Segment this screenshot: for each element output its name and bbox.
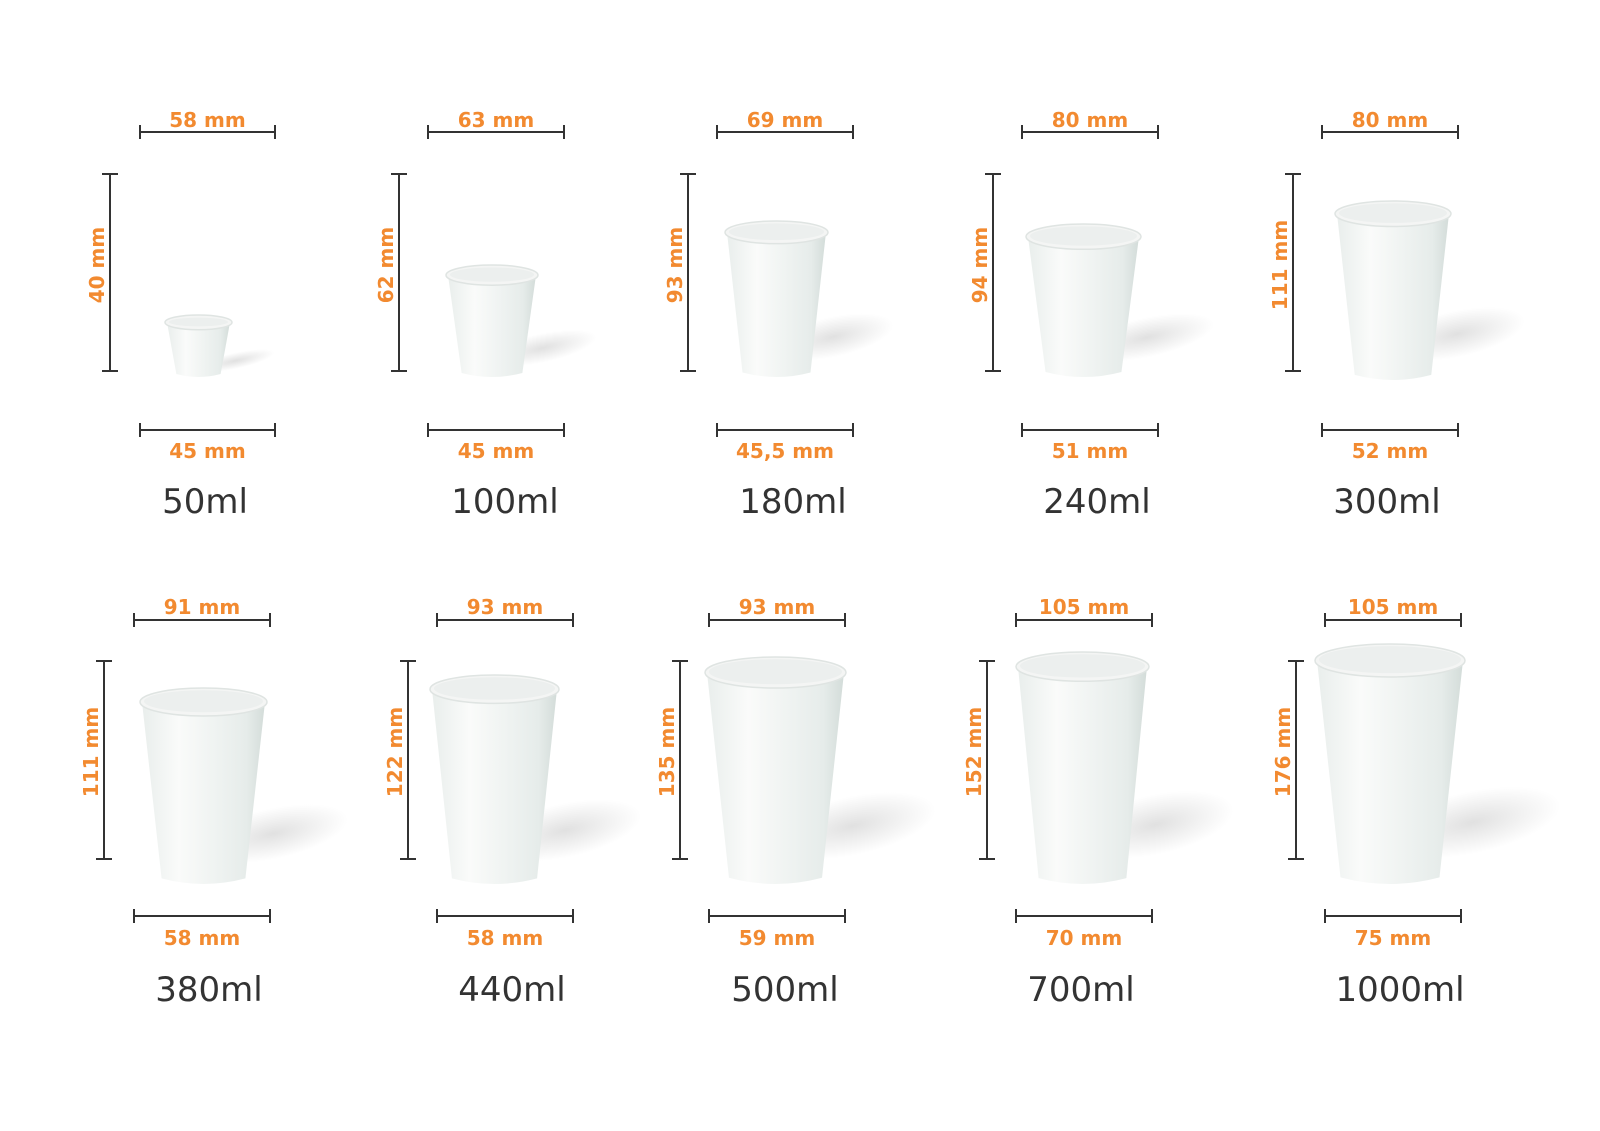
top-diameter-label: 93 mm xyxy=(738,595,816,619)
height-label: 176 mm xyxy=(1271,706,1295,798)
top-diameter-label: 105 mm xyxy=(1038,595,1130,619)
cup-opening xyxy=(144,690,263,713)
bottom-diameter-label: 70 mm xyxy=(1045,926,1123,950)
top-diameter-bracket xyxy=(716,125,854,139)
top-diameter-label: 105 mm xyxy=(1347,595,1439,619)
height-bracket xyxy=(96,660,112,860)
top-diameter-label: 80 mm xyxy=(1351,108,1429,132)
cup-opening xyxy=(1020,654,1145,678)
top-diameter-bracket xyxy=(139,125,276,139)
volume-label: 440ml xyxy=(458,970,566,1010)
bottom-diameter-label: 52 mm xyxy=(1351,439,1429,463)
volume-label: 50ml xyxy=(162,482,248,522)
height-label: 111 mm xyxy=(79,706,103,798)
cup-opening xyxy=(709,659,842,685)
bottom-diameter-bracket xyxy=(1015,909,1153,923)
cup-opening xyxy=(1030,226,1137,246)
cup-body xyxy=(1018,666,1147,884)
top-diameter-label: 93 mm xyxy=(466,595,544,619)
top-diameter-label: 91 mm xyxy=(163,595,241,619)
cup-body xyxy=(727,232,826,377)
cup-opening xyxy=(1319,646,1461,674)
top-diameter-bracket xyxy=(1324,613,1462,627)
cup-body xyxy=(707,672,844,884)
height-label: 40 mm xyxy=(85,226,109,303)
top-diameter-label: 58 mm xyxy=(169,108,246,132)
bottom-diameter-bracket xyxy=(436,909,574,923)
bottom-diameter-label: 58 mm xyxy=(163,926,241,950)
height-bracket xyxy=(680,173,696,372)
top-diameter-label: 63 mm xyxy=(457,108,535,132)
height-bracket xyxy=(979,660,995,860)
cup-opening xyxy=(1339,203,1447,223)
top-diameter-bracket xyxy=(1015,613,1153,627)
height-bracket xyxy=(672,660,688,860)
bottom-diameter-bracket xyxy=(716,423,854,437)
height-bracket xyxy=(985,173,1001,372)
volume-label: 240ml xyxy=(1043,482,1151,522)
height-bracket xyxy=(400,660,416,860)
cup-body xyxy=(1337,213,1449,380)
volume-label: 100ml xyxy=(451,482,559,522)
top-diameter-bracket xyxy=(427,125,565,139)
bottom-diameter-label: 59 mm xyxy=(738,926,816,950)
bottom-diameter-label: 45 mm xyxy=(457,439,535,463)
height-bracket xyxy=(102,173,118,372)
top-diameter-bracket xyxy=(1021,125,1159,139)
bottom-diameter-label: 51 mm xyxy=(1051,439,1129,463)
top-diameter-bracket xyxy=(708,613,846,627)
bottom-diameter-bracket xyxy=(133,909,271,923)
bottom-diameter-bracket xyxy=(1324,909,1462,923)
cup-body xyxy=(432,689,557,884)
top-diameter-bracket xyxy=(133,613,271,627)
height-label: 111 mm xyxy=(1268,219,1292,310)
cup-opening xyxy=(169,317,228,327)
height-bracket xyxy=(391,173,407,372)
bottom-diameter-label: 58 mm xyxy=(466,926,544,950)
bottom-diameter-label: 45 mm xyxy=(169,439,246,463)
cup-body xyxy=(448,275,536,377)
cup-body xyxy=(142,701,265,884)
volume-label: 500ml xyxy=(731,970,839,1010)
bottom-diameter-label: 75 mm xyxy=(1354,926,1432,950)
volume-label: 300ml xyxy=(1333,482,1441,522)
bottom-diameter-bracket xyxy=(1321,423,1459,437)
height-label: 152 mm xyxy=(962,706,986,798)
cup-body xyxy=(1028,236,1139,377)
cup-opening xyxy=(450,267,534,282)
height-label: 62 mm xyxy=(374,226,398,303)
cup-body xyxy=(167,322,230,377)
bottom-diameter-bracket xyxy=(427,423,565,437)
height-label: 122 mm xyxy=(383,706,407,798)
height-bracket xyxy=(1288,660,1304,860)
top-diameter-label: 69 mm xyxy=(746,108,824,132)
bottom-diameter-bracket xyxy=(1021,423,1159,437)
top-diameter-label: 80 mm xyxy=(1051,108,1129,132)
bottom-diameter-bracket xyxy=(708,909,846,923)
height-label: 135 mm xyxy=(655,706,679,798)
volume-label: 700ml xyxy=(1027,970,1135,1010)
cup-body xyxy=(1317,660,1463,884)
top-diameter-bracket xyxy=(1321,125,1459,139)
top-diameter-bracket xyxy=(436,613,574,627)
bottom-diameter-label: 45,5 mm xyxy=(736,439,834,463)
height-bracket xyxy=(1285,173,1301,372)
bottom-diameter-bracket xyxy=(139,423,276,437)
height-label: 94 mm xyxy=(968,226,992,303)
cup-opening xyxy=(434,677,555,700)
volume-label: 1000ml xyxy=(1335,970,1465,1010)
volume-label: 380ml xyxy=(155,970,263,1010)
cup-opening xyxy=(729,223,824,241)
height-label: 93 mm xyxy=(663,226,687,303)
volume-label: 180ml xyxy=(739,482,847,522)
